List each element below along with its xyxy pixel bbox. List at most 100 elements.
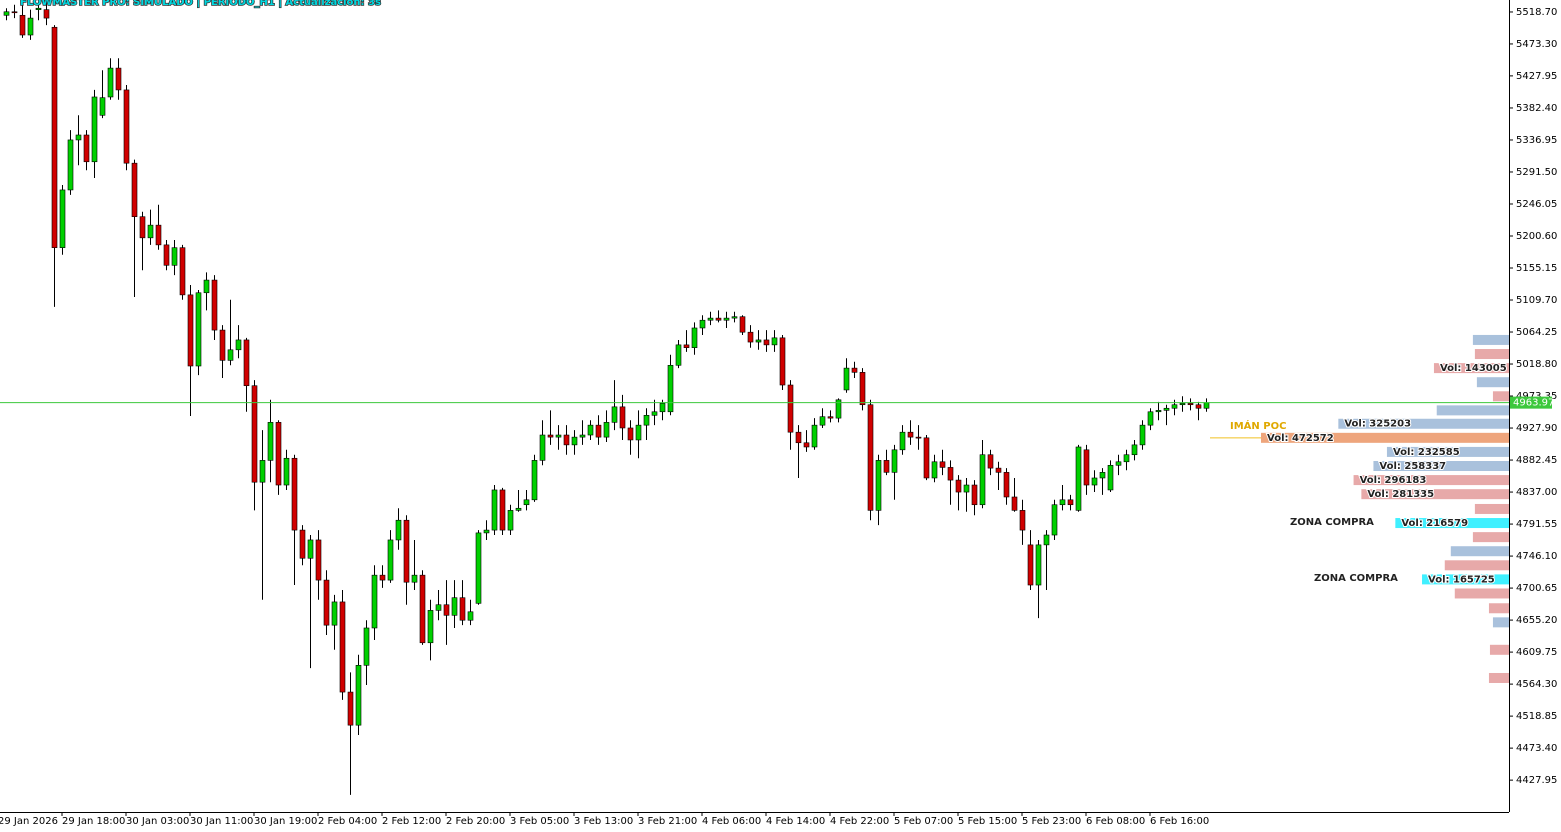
candle-body — [427, 610, 434, 644]
candle-body — [403, 519, 410, 583]
candle-body — [531, 460, 538, 501]
x-tick-label: 2 Feb 12:00 — [382, 816, 441, 827]
candle-body — [563, 434, 570, 446]
candle-body — [851, 367, 858, 373]
candle-body — [131, 162, 138, 217]
candle-body — [595, 424, 602, 438]
candle-body — [723, 317, 730, 321]
candle-body — [1195, 404, 1202, 409]
title: FLOWMASTER PRO: SIMULADO | PERIODO_H1 | … — [20, 0, 381, 8]
candle-body — [739, 316, 746, 333]
candle-body — [555, 434, 562, 438]
volume-bar — [1338, 418, 1509, 429]
y-tick-label: 5427.95 — [1516, 71, 1557, 82]
candle-body — [475, 532, 482, 604]
y-tick-label: 5109.70 — [1516, 295, 1557, 306]
candle-body — [227, 349, 234, 361]
candle-body — [339, 601, 346, 693]
candle-body — [707, 317, 714, 321]
candle-body — [523, 499, 530, 506]
candle-body — [1123, 454, 1130, 463]
candle-body — [667, 364, 674, 413]
candle-body — [539, 434, 546, 461]
candle-body — [27, 17, 34, 36]
y-tick-label: 5064.25 — [1516, 327, 1557, 338]
candle-body — [19, 14, 26, 36]
y-tick-label: 4518.85 — [1516, 711, 1557, 722]
candle-body — [443, 604, 450, 616]
candle-body — [883, 460, 890, 473]
candle-body — [747, 331, 754, 343]
candle-body — [699, 319, 706, 329]
candle-body — [459, 597, 466, 621]
annotation: ZONA COMPRA — [1314, 573, 1398, 584]
candle-body — [1163, 407, 1170, 411]
candle-body — [683, 344, 690, 348]
candle-body — [307, 539, 314, 559]
x-tick-label: 3 Feb 21:00 — [638, 816, 697, 827]
volume-bar — [1476, 377, 1509, 388]
volume-label: Vol: 296183 — [1360, 475, 1427, 486]
annotation: IMÁN POC — [1230, 419, 1286, 432]
candle-body — [379, 574, 386, 581]
x-tick-label: 6 Feb 08:00 — [1086, 816, 1145, 827]
candle-body — [59, 189, 66, 248]
candle-body — [1139, 424, 1146, 446]
candle-body — [611, 406, 618, 423]
x-tick-label: 3 Feb 05:00 — [510, 816, 569, 827]
candle-body — [1059, 499, 1066, 506]
y-tick-label: 5518.70 — [1516, 7, 1557, 18]
candle-body — [907, 431, 914, 438]
volume-bar — [1261, 432, 1509, 443]
candle-body — [187, 294, 194, 367]
candle-body — [51, 26, 58, 248]
candle-body — [11, 11, 18, 14]
candle-body — [1107, 464, 1114, 491]
candle-body — [35, 7, 42, 10]
volume-bar — [1422, 574, 1509, 585]
x-tick-label: 2 Feb 04:00 — [318, 816, 377, 827]
x-tick-label: 4 Feb 06:00 — [702, 816, 761, 827]
volume-label: Vol: 216579 — [1401, 518, 1468, 529]
volume-label: Vol: 232585 — [1393, 447, 1460, 458]
y-tick-label: 5473.30 — [1516, 39, 1557, 50]
candle-body — [771, 337, 778, 346]
volume-bar — [1492, 617, 1509, 628]
volume-bar — [1433, 363, 1509, 374]
candle-body — [1179, 403, 1186, 406]
candle-body — [651, 411, 658, 416]
candle-body — [1027, 544, 1034, 586]
candle-body — [923, 437, 930, 479]
x-tick-label: 6 Feb 16:00 — [1150, 816, 1209, 827]
candle-body — [243, 339, 250, 387]
candle-body — [1075, 446, 1082, 511]
candle-body — [787, 384, 794, 433]
candle-body — [283, 457, 290, 486]
y-tick-label: 4746.10 — [1516, 551, 1557, 562]
volume-bar — [1395, 518, 1509, 529]
candle-body — [83, 134, 90, 163]
volume-bar — [1489, 644, 1509, 655]
candle-body — [275, 422, 282, 486]
volume-label: Vol: 325203 — [1344, 419, 1411, 430]
candle-body — [691, 327, 698, 348]
y-tick-label: 4791.55 — [1516, 519, 1557, 530]
candle-body — [1083, 449, 1090, 486]
candle-body — [483, 529, 490, 534]
candle-body — [203, 279, 210, 294]
y-tick-label: 5382.40 — [1516, 103, 1557, 114]
candle-body — [395, 519, 402, 541]
y-tick-label: 5246.05 — [1516, 199, 1557, 210]
candle-body — [251, 385, 258, 483]
volume-bar — [1454, 588, 1509, 599]
candle-body — [315, 539, 322, 581]
last-price-box — [1510, 396, 1552, 409]
candle-body — [323, 579, 330, 626]
candle-body — [891, 449, 898, 473]
volume-bar — [1444, 560, 1509, 571]
candle-body — [947, 467, 954, 481]
candle-body — [411, 574, 418, 583]
volume-bar — [1492, 391, 1509, 402]
candle-body — [1115, 461, 1122, 466]
x-tick-label: 4 Feb 14:00 — [766, 816, 825, 827]
